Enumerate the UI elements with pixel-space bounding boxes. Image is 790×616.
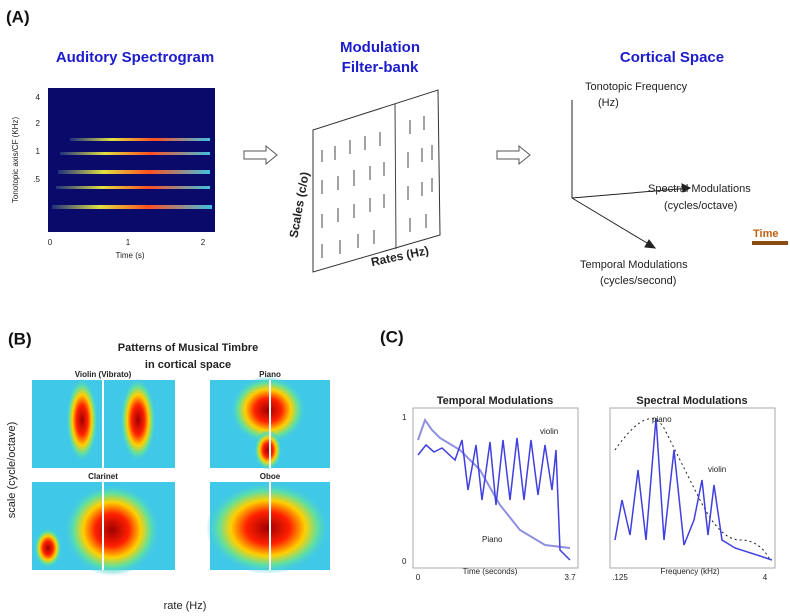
curve-label: piano xyxy=(652,415,672,424)
cortical-axes xyxy=(572,100,690,248)
x-axis-label: Time (s) xyxy=(115,251,144,260)
axis-label: Spectral Modulations xyxy=(648,183,751,195)
spectrogram-title: Auditory Spectrogram xyxy=(56,49,214,66)
filterbank-y-label: Scales (c/o) xyxy=(286,171,311,239)
violin-curve xyxy=(615,418,772,560)
plot-title: Clarinet xyxy=(88,472,118,481)
plot-title: Oboe xyxy=(260,472,281,481)
x-tick-label: 3.7 xyxy=(564,573,576,582)
x-axis-label: Time (seconds) xyxy=(463,567,518,576)
time-label: Time xyxy=(753,228,778,240)
axis-label: Temporal Modulations xyxy=(580,259,688,271)
panel-label: (C) xyxy=(380,327,404,346)
heatmaps xyxy=(32,376,330,576)
panel-title: Patterns of Musical Timbre xyxy=(118,342,258,354)
plot-title: Temporal Modulations xyxy=(437,395,554,407)
spectrogram xyxy=(48,88,215,232)
curve-label: Piano xyxy=(482,535,503,544)
x-tick-label: 2 xyxy=(201,238,206,247)
curve-label: violin xyxy=(540,427,558,436)
piano-envelope xyxy=(615,419,770,560)
x-tick-label: 4 xyxy=(763,573,768,582)
plot-title: Spectral Modulations xyxy=(636,395,747,407)
y-tick-label: 4 xyxy=(36,93,41,102)
y-axis-label: scale (cycle/octave) xyxy=(6,422,18,519)
y-tick-label: 1 xyxy=(36,147,41,156)
filterbank-title: Filter-bank xyxy=(342,59,419,76)
plot-title: Violin (Vibrato) xyxy=(75,370,132,379)
figure: (A) Auditory Spectrogram Tonotopic axis/… xyxy=(0,0,790,616)
axis-label: (cycles/second) xyxy=(600,275,676,287)
panel-title: in cortical space xyxy=(145,359,231,371)
axis-label: (Hz) xyxy=(598,97,619,109)
arrow xyxy=(497,146,530,164)
cortical-title: Cortical Space xyxy=(620,49,724,66)
axis-label: (cycles/octave) xyxy=(664,200,737,212)
curve-label: violin xyxy=(708,465,726,474)
filterbank-title: Modulation xyxy=(340,39,420,56)
plot-title: Piano xyxy=(259,370,281,379)
y-tick-label: 2 xyxy=(36,119,41,128)
y-tick-label: 0 xyxy=(402,557,407,566)
x-tick-label: 0 xyxy=(48,238,53,247)
arrow xyxy=(244,146,277,164)
y-tick-label: .5 xyxy=(33,175,40,184)
y-axis-label: Tonotopic axis/CF (KHz) xyxy=(11,117,20,204)
panel-label: (B) xyxy=(8,329,32,348)
x-tick-label: 0 xyxy=(416,573,421,582)
plot-frame xyxy=(610,408,775,568)
x-axis-label: Frequency (kHz) xyxy=(660,567,719,576)
time-bar xyxy=(752,241,788,245)
y-tick-label: 1 xyxy=(402,413,407,422)
panel-label: (A) xyxy=(6,7,30,26)
x-tick-label: 1 xyxy=(126,238,131,247)
x-axis-label: rate (Hz) xyxy=(164,600,207,612)
axis-label: Tonotopic Frequency xyxy=(585,81,688,93)
x-tick-label: .125 xyxy=(612,573,628,582)
